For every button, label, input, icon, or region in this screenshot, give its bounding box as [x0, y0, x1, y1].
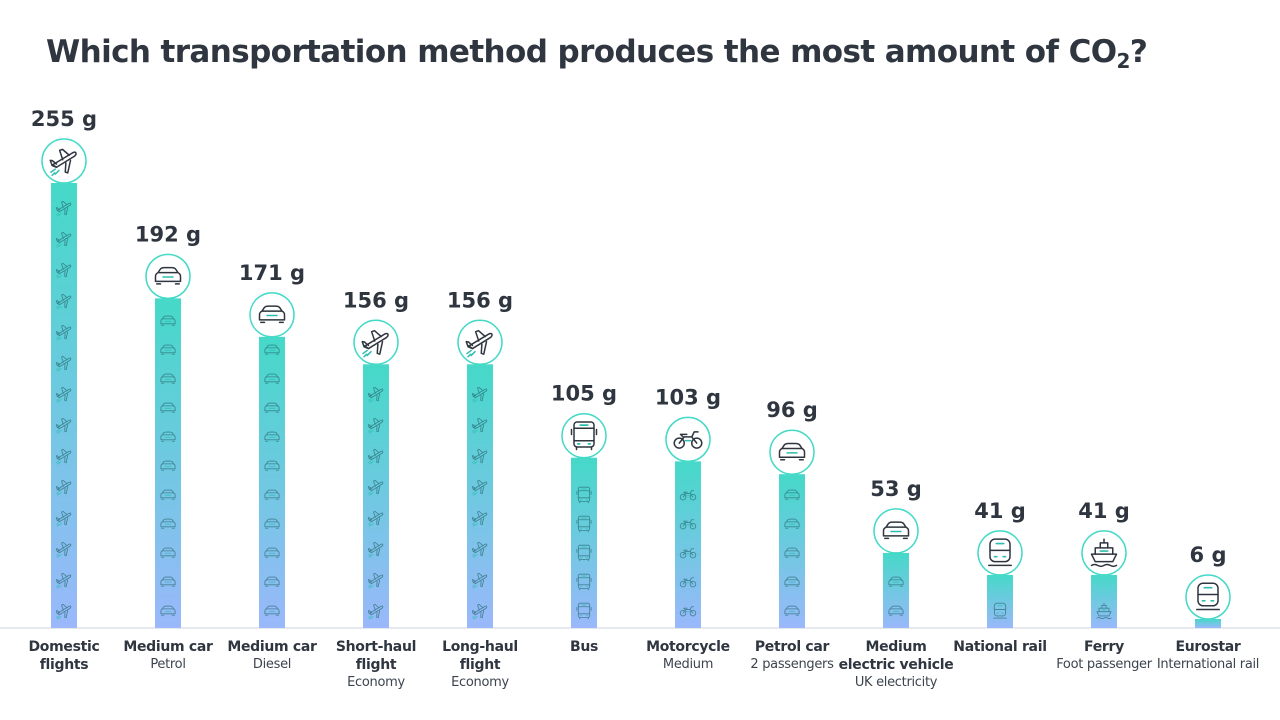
category-label: Ferry Foot passenger: [1046, 638, 1162, 673]
category-label: Long-haul flight Economy: [422, 638, 538, 691]
category-name: Medium car: [227, 639, 317, 655]
value-label: 96 g: [766, 398, 818, 422]
icon-badge: [561, 412, 607, 459]
bar-group: 6 g: [1185, 543, 1231, 628]
category-label: Bus: [526, 638, 642, 656]
value-label: 41 g: [974, 499, 1026, 523]
category-subtitle: Economy: [347, 675, 405, 690]
category-label: Short-haul flight Economy: [318, 638, 434, 691]
bar: [467, 364, 493, 628]
icon-badge: [977, 530, 1023, 576]
category-name: Eurostar: [1175, 639, 1241, 655]
icon-badge: [665, 416, 711, 463]
value-label: 255 g: [31, 107, 97, 131]
value-label: 103 g: [655, 385, 721, 409]
category-subtitle: Economy: [451, 675, 509, 690]
bar-group: 171 g: [239, 261, 305, 628]
bar: [155, 298, 181, 628]
category-subtitle: International rail: [1156, 657, 1260, 672]
category-label: Medium car Diesel: [214, 638, 330, 673]
bar-group: 41 g: [974, 499, 1026, 628]
category-label: National rail: [942, 638, 1058, 656]
bar-group: 53 g: [870, 477, 922, 628]
chart-title: Which transportation method produces the…: [46, 34, 1148, 73]
icon-badge: [1185, 574, 1231, 620]
value-label: 156 g: [343, 288, 409, 312]
category-name: Short-haul flight: [335, 639, 417, 673]
bar: [987, 574, 1013, 628]
category-label: Petrol car 2 passengers: [734, 638, 850, 673]
bar-group: 156 g: [343, 288, 409, 628]
category-label: Medium electric vehicle UK electricity: [838, 638, 954, 691]
category-label: Domestic flights: [6, 638, 122, 674]
icon-badge: [41, 138, 87, 184]
category-name: Petrol car: [754, 639, 830, 655]
icon-badge: [1081, 530, 1127, 576]
category-subtitle: UK electricity: [854, 675, 938, 690]
value-label: 156 g: [447, 288, 513, 312]
category-subtitle: Petrol: [150, 657, 186, 672]
icon-badge: [353, 319, 399, 366]
category-label: Eurostar International rail: [1150, 638, 1266, 673]
value-label: 6 g: [1190, 543, 1227, 567]
category-label: Medium car Petrol: [110, 638, 226, 673]
bar-group: 96 g: [766, 398, 818, 628]
value-label: 41 g: [1078, 499, 1130, 523]
value-label: 53 g: [870, 477, 922, 501]
category-name: Motorcycle: [646, 639, 730, 655]
bar-group: 255 g: [31, 107, 97, 628]
category-name: Medium car: [123, 639, 213, 655]
category-name: Medium electric vehicle: [838, 639, 954, 673]
category-name: Long-haul flight: [442, 639, 518, 673]
bar: [571, 457, 597, 628]
category-subtitle: 2 passengers: [750, 657, 834, 672]
category-subtitle: Medium: [662, 657, 714, 672]
icon-badge: [457, 319, 503, 366]
bar-group: 103 g: [655, 385, 721, 628]
bar: [1091, 574, 1117, 628]
category-subtitle: Foot passenger: [1056, 657, 1152, 672]
bar-group: 192 g: [135, 222, 201, 628]
bar-group: 105 g: [551, 382, 617, 628]
category-label: Motorcycle Medium: [630, 638, 746, 673]
bar-group: 156 g: [447, 288, 513, 628]
value-label: 171 g: [239, 261, 305, 285]
category-name: National rail: [953, 639, 1047, 655]
bar: [675, 461, 701, 628]
bar-group: 41 g: [1078, 499, 1130, 628]
bar: [883, 552, 909, 628]
category-name: Ferry: [1084, 639, 1124, 655]
bar: [1195, 619, 1221, 628]
category-name: Domestic flights: [28, 639, 100, 673]
bar: [259, 336, 285, 628]
value-label: 192 g: [135, 222, 201, 246]
category-subtitle: Diesel: [252, 657, 292, 672]
value-label: 105 g: [551, 382, 617, 406]
bar: [51, 183, 77, 628]
category-name: Bus: [569, 639, 599, 655]
bar: [363, 364, 389, 628]
